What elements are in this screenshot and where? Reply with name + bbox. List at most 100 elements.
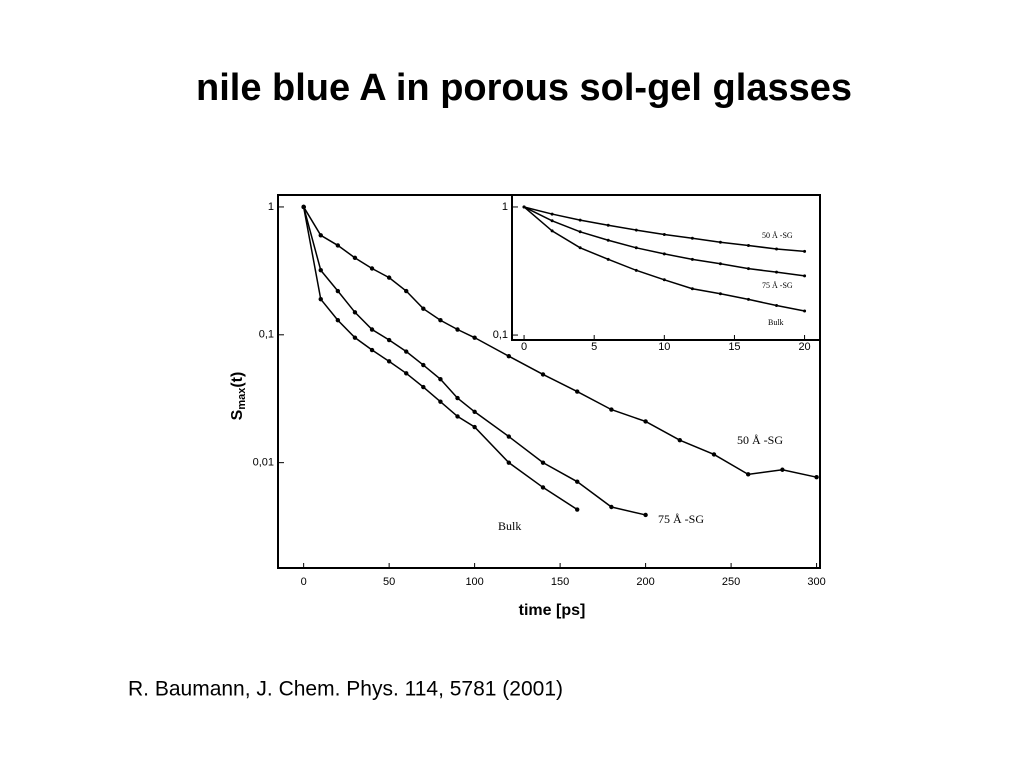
- data-point: [643, 512, 648, 518]
- x-tick-label: 300: [807, 576, 825, 588]
- data-point: [677, 437, 682, 443]
- data-point: [438, 399, 443, 404]
- y-tick-label: 0,01: [253, 457, 274, 469]
- data-point: [643, 419, 648, 424]
- data-point: [404, 349, 409, 354]
- data-point: [803, 249, 807, 253]
- x-tick-label: 15: [728, 341, 740, 353]
- data-point: [609, 504, 614, 510]
- citation: R. Baumann, J. Chem. Phys. 114, 5781 (20…: [128, 678, 563, 701]
- y-tick-label: 1: [502, 201, 508, 213]
- y-label-suffix: (t): [229, 372, 246, 388]
- data-point: [318, 296, 323, 302]
- data-point: [775, 304, 779, 308]
- data-point: [352, 310, 358, 315]
- series-label: Bulk: [768, 318, 784, 327]
- data-point: [634, 268, 638, 272]
- series-label: 75 Å -SG: [658, 512, 704, 526]
- data-point: [578, 218, 582, 222]
- data-point: [718, 292, 722, 296]
- series-line: [302, 206, 646, 516]
- y-tick-label: 1: [268, 201, 274, 213]
- data-point: [369, 327, 375, 332]
- data-point: [690, 287, 694, 291]
- data-point: [335, 318, 341, 323]
- y-label-sub: max: [236, 387, 248, 410]
- data-point: [575, 507, 580, 512]
- x-axis-label: time [ps]: [519, 602, 586, 619]
- series-label: 50 Å -SG: [762, 231, 793, 240]
- data-point: [386, 359, 392, 364]
- data-point: [318, 233, 323, 238]
- data-point: [421, 306, 426, 311]
- x-tick-label: 250: [722, 576, 740, 588]
- data-point: [575, 389, 580, 394]
- data-point: [472, 409, 477, 414]
- data-point: [404, 288, 409, 294]
- data-point: [746, 267, 750, 271]
- data-point: [634, 228, 638, 232]
- y-label-main: S: [229, 409, 246, 420]
- y-axis-label: Smax(t): [229, 372, 248, 421]
- data-point: [455, 414, 460, 419]
- data-point: [335, 288, 341, 294]
- data-point: [438, 318, 443, 323]
- data-point: [575, 479, 580, 484]
- data-point: [421, 384, 426, 390]
- data-point: [550, 229, 554, 233]
- data-point: [455, 327, 460, 332]
- data-point: [746, 297, 750, 301]
- data-point: [540, 460, 546, 465]
- data-point: [578, 246, 582, 250]
- x-tick-label: 150: [551, 576, 569, 588]
- data-point: [540, 485, 546, 490]
- data-point: [318, 268, 323, 273]
- data-point: [455, 395, 460, 401]
- data-point: [578, 230, 582, 234]
- data-point: [662, 232, 666, 236]
- data-point: [301, 204, 306, 210]
- data-point: [550, 212, 554, 216]
- data-point: [746, 244, 750, 248]
- data-point: [421, 362, 426, 368]
- data-point: [606, 257, 610, 261]
- slide-title: nile blue A in porous sol-gel glasses: [196, 67, 852, 109]
- data-point: [472, 335, 477, 340]
- x-tick-label: 0: [521, 341, 527, 353]
- data-point: [386, 337, 392, 343]
- x-tick-label: 5: [591, 341, 597, 353]
- data-point: [662, 278, 666, 282]
- data-point: [386, 275, 392, 280]
- data-point: [745, 472, 751, 477]
- data-point: [775, 247, 779, 251]
- data-point: [438, 376, 443, 382]
- data-point: [404, 371, 409, 376]
- x-tick-label: 100: [465, 576, 483, 588]
- data-point: [803, 274, 807, 278]
- data-point: [814, 474, 819, 480]
- data-point: [352, 255, 358, 261]
- series-label: 50 Å -SG: [737, 433, 783, 447]
- data-point: [369, 266, 375, 271]
- data-point: [718, 262, 722, 266]
- x-tick-label: 20: [798, 341, 810, 353]
- x-tick-label: 0: [301, 576, 307, 588]
- data-point: [606, 223, 610, 227]
- data-point: [606, 238, 610, 242]
- y-tick-label: 0,1: [493, 329, 508, 341]
- data-point: [803, 309, 807, 313]
- x-tick-label: 50: [383, 576, 395, 588]
- data-point: [540, 372, 546, 377]
- data-point: [506, 434, 512, 439]
- data-point: [369, 347, 375, 353]
- x-tick-label: 10: [658, 341, 670, 353]
- data-point: [711, 452, 717, 457]
- x-tick-label: 200: [636, 576, 654, 588]
- data-point: [352, 335, 358, 340]
- data-point: [718, 240, 722, 244]
- data-point: [506, 460, 512, 465]
- data-point: [550, 219, 554, 223]
- data-point: [522, 205, 526, 209]
